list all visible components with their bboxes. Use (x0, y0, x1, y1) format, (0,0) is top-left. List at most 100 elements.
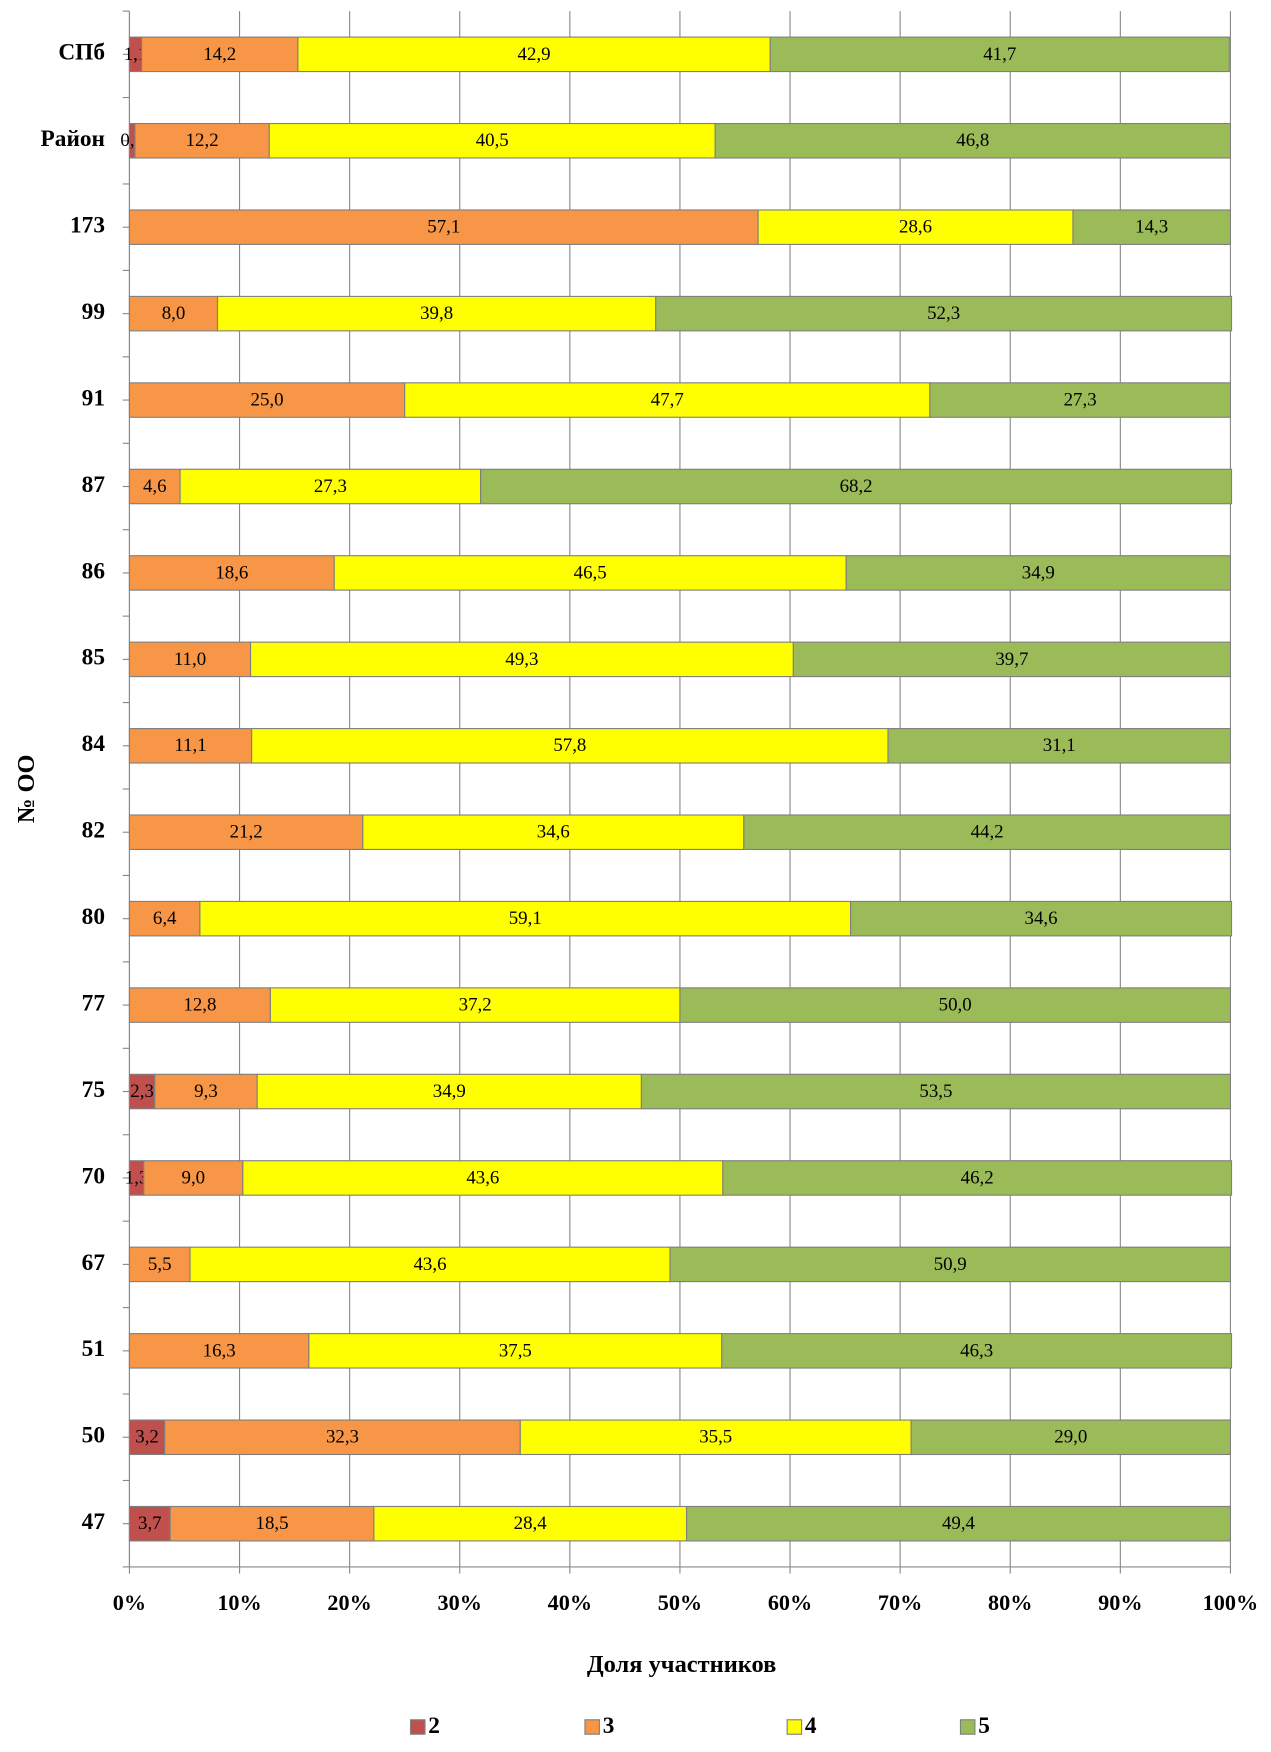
value-label: 21,2 (230, 822, 263, 843)
value-label: 44,2 (971, 822, 1004, 843)
value-label: 9,3 (194, 1081, 218, 1102)
bar-segment (128, 1246, 191, 1283)
bar-segment (333, 555, 847, 591)
legend-swatch (584, 1719, 600, 1735)
bar-segment (722, 1160, 1233, 1196)
value-label: 5,5 (148, 1254, 172, 1275)
bar-segment (404, 382, 931, 418)
bar-segment (242, 1160, 724, 1196)
value-label: 14,2 (203, 44, 236, 65)
bar-segment (164, 1419, 521, 1456)
value-label: 35,5 (699, 1427, 732, 1448)
y-tick-label: 99 (82, 299, 105, 325)
bar-segment (373, 1505, 688, 1542)
y-tick-label: 67 (82, 1250, 106, 1276)
value-label: 46,8 (956, 130, 989, 151)
bar-segment (655, 295, 1233, 332)
value-label: 29,0 (1054, 1427, 1087, 1448)
value-label: 12,2 (186, 130, 219, 151)
bar-segment (669, 1246, 1231, 1283)
legend-swatch (409, 1719, 426, 1735)
bar-segment (128, 382, 406, 418)
value-label: 3,7 (138, 1513, 162, 1534)
value-label: 31,1 (1043, 735, 1076, 756)
bar-segment (1072, 209, 1231, 245)
value-label: 46,5 (574, 562, 607, 583)
y-tick-label: 51 (82, 1336, 105, 1362)
bar-segment (887, 728, 1231, 764)
legend-swatch (786, 1719, 803, 1735)
y-tick-label: СПб (58, 40, 105, 66)
bar-segment (189, 1246, 671, 1283)
value-label: 52,3 (927, 303, 960, 324)
y-tick-label: 75 (82, 1077, 105, 1103)
bar-segment (256, 1073, 642, 1110)
value-label: 57,1 (427, 217, 460, 238)
value-label: 11,0 (174, 649, 206, 670)
x-tick-label: 0% (113, 1590, 146, 1615)
value-label: 42,9 (518, 44, 551, 65)
value-label: 1,3 (125, 1167, 149, 1188)
y-axis-title: № ОО (13, 754, 40, 823)
value-label: 40,5 (476, 130, 509, 151)
value-label: 46,2 (961, 1167, 994, 1188)
value-label: 18,6 (215, 562, 248, 583)
value-label: 16,3 (203, 1340, 236, 1361)
bar-segment (250, 641, 794, 678)
x-tick-label: 60% (768, 1590, 812, 1615)
bar-segment (128, 209, 759, 245)
bar-segment (141, 36, 299, 73)
value-label: 50,0 (939, 995, 972, 1016)
bar-segment (685, 1505, 1231, 1542)
value-label: 34,6 (537, 822, 570, 843)
bar-segment (268, 122, 716, 159)
value-label: 37,5 (499, 1340, 532, 1361)
bar-segment (910, 1419, 1231, 1456)
bar-segment (769, 36, 1230, 73)
value-label: 14,3 (1135, 217, 1168, 238)
y-tick-label: Район (41, 126, 105, 152)
value-label: 28,6 (899, 217, 932, 238)
value-label: 50,9 (934, 1254, 967, 1275)
bar-segment (128, 1333, 310, 1369)
value-label: 27,3 (1064, 389, 1097, 410)
bar-segment (792, 641, 1231, 678)
bar-segment (640, 1073, 1231, 1110)
x-tick-label: 40% (548, 1590, 592, 1615)
value-label: 43,6 (466, 1167, 499, 1188)
value-label: 39,8 (420, 303, 453, 324)
value-label: 28,4 (514, 1513, 548, 1534)
bar-segment (721, 1333, 1233, 1369)
value-label: 68,2 (840, 476, 873, 497)
value-label: 41,7 (983, 44, 1016, 65)
value-label: 32,3 (326, 1427, 359, 1448)
y-tick-label: 80 (82, 904, 105, 930)
bar-segment (845, 555, 1231, 591)
value-label: 27,3 (314, 476, 347, 497)
y-tick-label: 77 (82, 990, 106, 1016)
value-label: 8,0 (162, 303, 186, 324)
x-axis-title: Доля участников (587, 1651, 777, 1678)
bar-segment (251, 728, 889, 764)
value-label: 4,6 (143, 476, 167, 497)
y-tick-label: 87 (82, 472, 106, 498)
legend-label: 2 (428, 1713, 440, 1739)
value-label: 49,4 (942, 1513, 976, 1534)
x-tick-label: 30% (438, 1590, 482, 1615)
bar-segment (169, 1505, 375, 1542)
value-label: 53,5 (919, 1081, 952, 1102)
value-label: 46,3 (960, 1340, 993, 1361)
value-label: 2,3 (130, 1081, 154, 1102)
value-label: 49,3 (505, 649, 538, 670)
value-label: 6,4 (153, 908, 177, 929)
bar-segment (128, 987, 271, 1023)
x-tick-label: 100% (1203, 1590, 1259, 1615)
value-label: 59,1 (509, 908, 542, 929)
bar-segment (480, 468, 1233, 505)
x-tick-label: 10% (217, 1590, 261, 1615)
y-tick-label: 86 (82, 558, 105, 584)
y-tick-label: 173 (70, 213, 105, 239)
value-label: 34,6 (1025, 908, 1058, 929)
y-tick-label: 85 (82, 645, 105, 671)
y-tick-label: 91 (82, 385, 105, 411)
